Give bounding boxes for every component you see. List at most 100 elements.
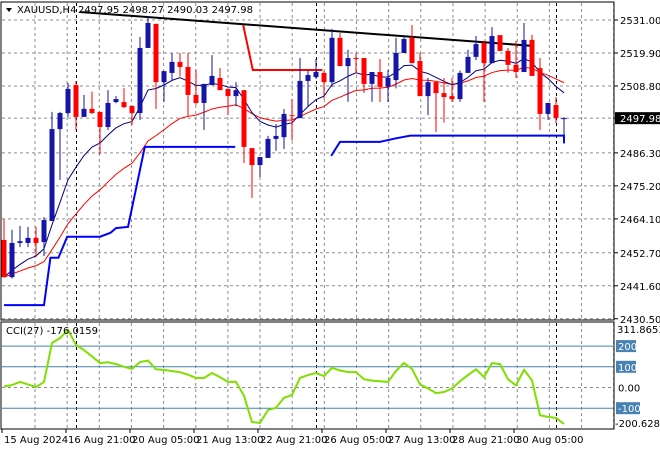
candle-bearish (409, 25, 415, 64)
candle-bearish (361, 58, 367, 93)
cci-line (3, 328, 565, 425)
candle-body (201, 83, 207, 103)
upper-channel-line (242, 24, 323, 71)
candle-body (433, 82, 439, 94)
y-tick-label: 2519.90 (620, 49, 660, 60)
candle-bullish (297, 58, 303, 119)
candle-bearish (505, 47, 511, 73)
candle-bearish (321, 71, 327, 99)
candle-body (281, 113, 287, 138)
candle-body (17, 241, 23, 243)
candle-body (393, 52, 399, 81)
candle-bearish (177, 52, 183, 77)
candle-body (505, 50, 511, 65)
candle-bearish (497, 35, 503, 51)
candle-bullish (169, 52, 175, 81)
candle-body (417, 61, 423, 97)
candle-bullish (65, 83, 71, 117)
candle-bullish (385, 69, 391, 103)
candle-bullish (329, 28, 335, 87)
candle-bullish (233, 82, 239, 107)
candle-bullish (489, 27, 495, 64)
candle-bullish (137, 36, 143, 120)
candle-bearish (513, 40, 519, 78)
candle-bullish (41, 217, 47, 257)
candle-body (425, 82, 431, 97)
candle-bearish (289, 99, 295, 141)
current-price-label: 2497.98 (620, 114, 660, 125)
candle-bullish (257, 157, 263, 177)
x-tick-label: 21 Aug 13:00 (196, 435, 263, 446)
candle-bullish (49, 111, 55, 221)
candle-body (41, 220, 47, 243)
candle-bearish (377, 58, 383, 103)
candle-bearish (129, 105, 135, 125)
candle-body (457, 72, 463, 100)
candle-bullish (561, 117, 567, 142)
candle-body (473, 44, 479, 57)
chart-header: XAUUSD,H4 2497.95 2498.27 2490.03 2497.9… (6, 5, 253, 16)
candle-body (81, 108, 87, 117)
x-tick-label: 16 Aug 21:00 (68, 435, 135, 446)
candle-bullish (113, 96, 119, 104)
cci-level-box (616, 340, 636, 353)
x-tick-label: 20 Aug 05:00 (132, 435, 199, 446)
candle-body (105, 102, 111, 128)
candle-bullish (393, 37, 399, 89)
candle-body (289, 115, 295, 117)
candle-bullish (545, 102, 551, 120)
candle-body (377, 72, 383, 87)
x-tick-label: 15 Aug 2024 (4, 435, 68, 446)
candle-body (9, 242, 15, 278)
candle-bearish (529, 34, 535, 76)
candle-bullish (25, 226, 31, 248)
candle-bullish (345, 49, 351, 102)
candle-bearish (417, 52, 423, 97)
candle-bearish (449, 77, 455, 102)
candle-bearish (153, 23, 159, 109)
candle-body (321, 72, 327, 83)
candle-bearish (97, 111, 103, 155)
candle-body (257, 157, 263, 166)
candle-bullish (369, 72, 375, 102)
candle-bullish (401, 36, 407, 53)
candle-bullish (145, 17, 151, 48)
candle-body (521, 39, 527, 73)
cci-panel[interactable] (2, 328, 613, 425)
candle-body (545, 102, 551, 114)
x-tick-label: 28 Aug 21:00 (452, 435, 519, 446)
trendline (79, 10, 533, 47)
cci-level-label: 100 (618, 363, 637, 374)
candle-bearish (249, 148, 255, 199)
candle-body (529, 39, 535, 76)
candle-bearish (353, 52, 359, 74)
candle-bullish (425, 77, 431, 116)
candle-body (409, 37, 415, 64)
y-tick-label: 2486.30 (620, 149, 660, 160)
triangle-down-icon[interactable] (6, 8, 12, 12)
candle-body (121, 102, 127, 108)
candle-bullish (265, 135, 271, 158)
cci-level-box (616, 360, 636, 373)
candle-body (225, 88, 231, 97)
candle-body (385, 77, 391, 87)
candle-body (73, 85, 79, 117)
candle-body (353, 58, 359, 60)
candle-bearish (225, 88, 231, 116)
ohlc-readout: 2497.95 2498.27 2490.03 2497.98 (78, 5, 253, 16)
candle-bullish (521, 22, 527, 73)
candle-bearish (217, 68, 223, 91)
cci-label: CCI(27) -176.0159 (6, 326, 98, 337)
price-panel[interactable] (1, 10, 567, 307)
candle-bullish (57, 111, 63, 180)
candle-body (25, 237, 31, 243)
candle-bullish (313, 58, 319, 79)
candle-bullish (201, 83, 207, 130)
candle-body (561, 118, 567, 120)
y-tick-label: 2441.60 (620, 282, 660, 293)
candle-bullish (81, 94, 87, 117)
candle-body (209, 75, 215, 86)
candle-body (57, 113, 63, 130)
